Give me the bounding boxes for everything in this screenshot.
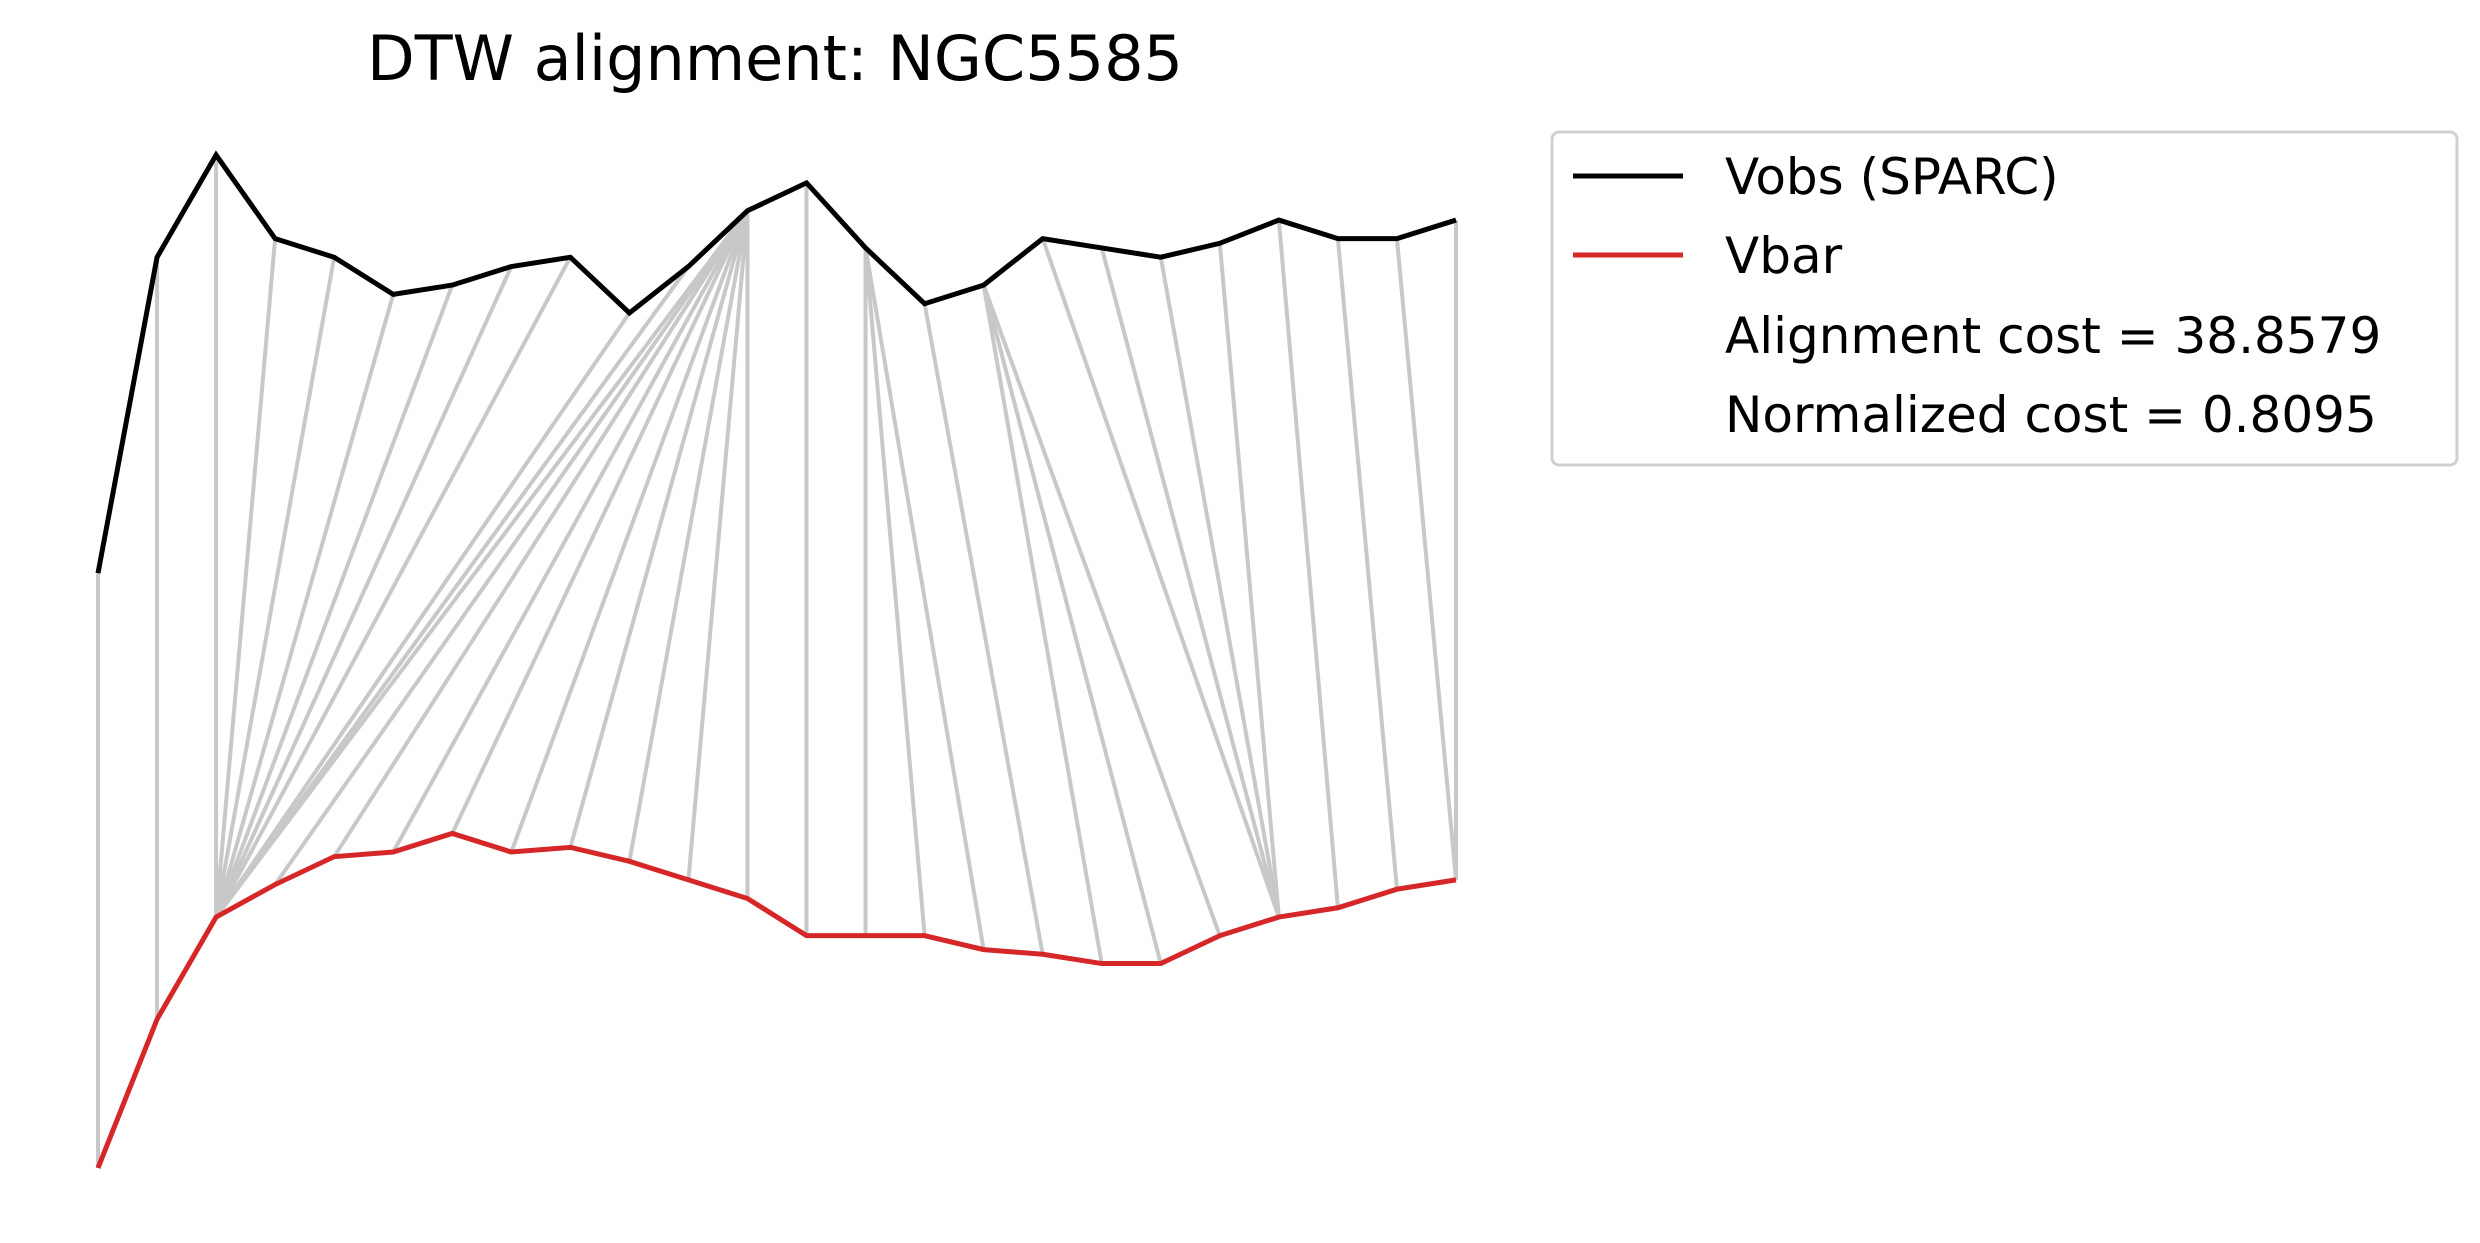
alignment-connector-19: [686, 210, 750, 881]
alignment-connector-6: [214, 284, 455, 918]
alignment-connector-35: [1394, 238, 1458, 881]
alignment-connector-8: [214, 256, 573, 919]
alignment-connector-16: [509, 210, 750, 853]
chart-title: DTW alignment: NGC5585: [367, 22, 1183, 95]
alignment-connector-11: [214, 209, 750, 919]
alignment-connector-10: [214, 265, 691, 919]
alignment-connector-3: [214, 238, 278, 918]
alignment-connector-14: [391, 209, 750, 853]
series-lines: [95, 150, 1457, 1169]
alignment-connector-31: [1158, 256, 1281, 918]
alignment-connector-24: [863, 247, 986, 950]
series-line-vobs: [95, 150, 1457, 574]
alignment-connector-7: [214, 265, 514, 918]
alignment-connector-32: [1217, 243, 1281, 918]
alignment-connector-9: [214, 311, 632, 919]
alignment-connector-27: [981, 284, 1163, 965]
alignment-connector-25: [922, 303, 1045, 955]
alignment-connector-23: [863, 247, 927, 936]
alignment-connector-18: [627, 210, 750, 862]
legend: Vobs (SPARC) Vbar Alignment cost = 38.85…: [1550, 130, 2459, 467]
alignment-connector-33: [1276, 219, 1340, 908]
alignment-connector-30: [1099, 247, 1281, 918]
legend-label-vobs: Vobs (SPARC): [1725, 148, 2059, 206]
alignment-connector-17: [568, 210, 750, 848]
alignment-connector-28: [981, 284, 1222, 937]
alignment-connector-34: [1335, 238, 1399, 890]
alignment-connector-4: [214, 256, 337, 918]
legend-label-vbar: Vbar: [1725, 227, 1843, 285]
alignment-connector-5: [214, 293, 396, 918]
alignment-connector-15: [450, 209, 750, 835]
alignment-cost-label: Alignment cost = 38.8579: [1725, 307, 2381, 365]
alignment-connector-12: [273, 209, 750, 886]
normalized-cost-label: Normalized cost = 0.8095: [1725, 386, 2377, 444]
alignment-connector-13: [332, 209, 750, 858]
series-line-vbar: [95, 830, 1457, 1169]
alignment-connectors: [96, 155, 1458, 1168]
alignment-connector-29: [1040, 237, 1281, 918]
alignment-connector-26: [981, 284, 1104, 964]
legend-frame: [1550, 130, 2459, 467]
